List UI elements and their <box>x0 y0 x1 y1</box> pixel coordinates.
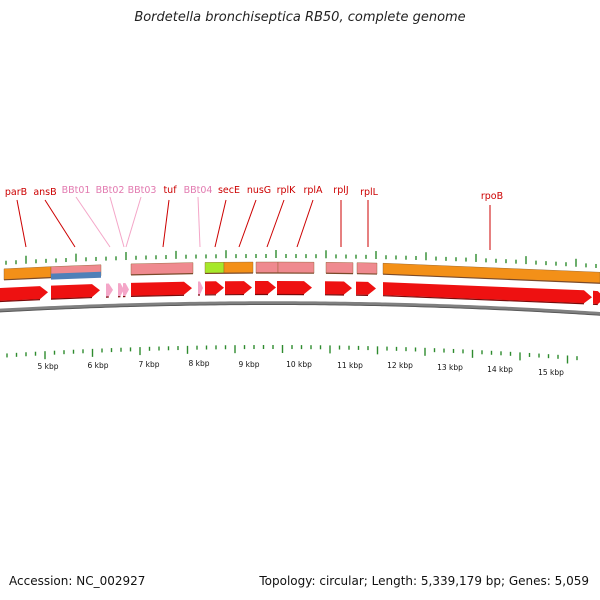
map-title: Bordetella bronchiseptica RB50, complete… <box>134 10 466 25</box>
scale-label: 13 kbp <box>437 363 463 372</box>
feature-bar <box>382 262 600 284</box>
leader-line <box>296 199 314 248</box>
gene-label: secE <box>218 185 240 196</box>
feature-bar-shadow <box>130 272 194 276</box>
feature-bar <box>223 261 254 274</box>
backbone-arc <box>0 301 600 316</box>
gene-label: rplJ <box>333 185 348 196</box>
gene-arrow <box>277 281 312 295</box>
gene-arrow <box>123 283 129 297</box>
gene-labels: parB ansB BBt01 BBt02 BBt03 tuf BBt04 secE nusG r… <box>5 185 503 202</box>
scale-label: 5 kbp <box>37 362 58 371</box>
scale-label: 15 kbp <box>538 368 564 377</box>
feature-track <box>3 261 600 284</box>
genome-backbone <box>0 301 600 316</box>
gene-arrow <box>325 281 352 295</box>
outer-tick-marks <box>5 250 597 268</box>
gene-label: rplK <box>277 185 297 196</box>
gene-label: nusG <box>247 185 271 196</box>
gene-arrow <box>51 284 100 299</box>
gene-arrow <box>118 283 124 297</box>
scale-label: 6 kbp <box>87 361 108 370</box>
gene-arrow <box>205 281 224 295</box>
gene-label: rplA <box>303 185 323 196</box>
gene-label: parB <box>5 187 27 198</box>
leader-line <box>44 199 76 248</box>
gene-label: rplL <box>360 187 379 198</box>
scale-label: 9 kbp <box>238 360 259 369</box>
gene-arrow-shadow <box>130 294 185 297</box>
leader-line <box>238 199 257 248</box>
gene-label: tuf <box>163 185 177 196</box>
accession-text: Accession: NC_002927 <box>9 574 146 588</box>
gene-label: BBt04 <box>184 185 213 196</box>
gene-track <box>0 281 600 306</box>
scale-label: 12 kbp <box>387 361 413 370</box>
gene-arrow <box>106 283 113 297</box>
gene-label: BBt03 <box>128 185 157 196</box>
leader-line <box>266 199 285 248</box>
label-leader-lines <box>16 196 491 250</box>
scale-label: 7 kbp <box>138 360 159 369</box>
feature-bar <box>277 261 315 274</box>
gene-arrow-shadow <box>0 299 41 303</box>
feature-bar-shadow <box>3 277 52 281</box>
gene-arrow <box>383 282 592 304</box>
scale-tick-marks <box>6 345 578 364</box>
leader-line <box>214 199 227 248</box>
leader-line <box>197 196 201 248</box>
gene-label: ansB <box>33 187 56 198</box>
leader-line <box>16 199 27 248</box>
scale-label: 10 kbp <box>286 360 312 369</box>
scale-label: 14 kbp <box>487 365 513 374</box>
gene-label: BBt01 <box>62 185 91 196</box>
feature-bar <box>325 262 354 274</box>
feature-bar <box>130 262 194 276</box>
gene-arrow <box>255 281 276 295</box>
backbone-arc-shadow <box>0 304 600 316</box>
gene-arrow <box>131 281 192 296</box>
scale-label: 11 kbp <box>337 361 363 370</box>
genome-summary-text: Topology: circular; Length: 5,339,179 bp… <box>259 574 589 588</box>
scale-labels: 5 kbp 6 kbp 7 kbp 8 kbp 9 kbp 10 kbp 11 kbp 12 … <box>37 359 564 377</box>
feature-bar <box>356 262 378 275</box>
leader-line <box>75 196 111 248</box>
gene-arrow <box>356 281 376 295</box>
gene-arrow <box>0 286 48 302</box>
feature-bar <box>204 262 225 274</box>
gene-label: rpoB <box>481 191 503 202</box>
gene-arrow-shadow <box>382 295 585 305</box>
scale-label: 8 kbp <box>188 359 209 368</box>
gene-arrow <box>593 290 600 305</box>
gene-arrow <box>198 281 203 295</box>
gene-arrow <box>225 281 252 295</box>
leader-line <box>125 196 142 248</box>
feature-bar-shadow <box>382 273 600 284</box>
feature-bar <box>255 261 279 274</box>
leader-line <box>162 199 170 248</box>
gene-label: BBt02 <box>96 185 125 196</box>
gene-arrow-shadow <box>50 296 93 300</box>
leader-line <box>109 196 125 248</box>
feature-bar <box>51 271 101 280</box>
